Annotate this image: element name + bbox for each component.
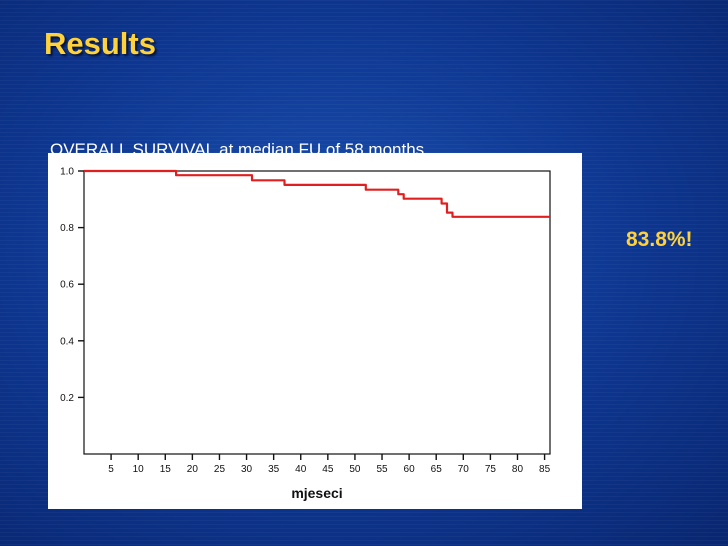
survival-curve [84,169,550,218]
plot-frame [83,170,551,455]
x-tick-label: 5 [108,464,114,475]
chart-panel: 0.2 0.4 0.6 0.8 1.0 5 10 15 20 25 30 35 40 45 50 55 60 65… [48,153,582,509]
x-axis-label: mjeseci [291,485,342,501]
x-tick-label: 85 [539,464,551,475]
x-tick-label: 10 [133,464,145,475]
y-tick-label: 1.0 [60,167,74,178]
x-tick-label: 20 [187,464,199,475]
x-tick-label: 75 [485,464,497,475]
y-tick-label: 0.2 [60,393,74,404]
x-tick-label: 60 [404,464,416,475]
y-tick-label: 0.8 [60,223,74,234]
y-tick-label: 0.4 [60,336,74,347]
slide-title: Results [44,26,156,61]
x-tick-label: 80 [512,464,524,475]
survival-callout: 83.8%! [626,228,693,251]
x-tick-label: 35 [268,464,280,475]
x-tick-label: 15 [160,464,172,475]
x-tick-label: 45 [322,464,334,475]
x-tick-label: 65 [431,464,443,475]
x-tick-label: 25 [214,464,226,475]
x-tick-label: 30 [241,464,253,475]
x-tick-label: 70 [458,464,470,475]
x-tick-label: 55 [376,464,388,475]
y-tick-label: 0.6 [60,280,74,291]
x-tick-label: 50 [349,464,361,475]
x-tick-label: 40 [295,464,307,475]
survival-chart: 0.2 0.4 0.6 0.8 1.0 5 10 15 20 25 30 35 40 45 50 55 60 65… [60,167,551,501]
